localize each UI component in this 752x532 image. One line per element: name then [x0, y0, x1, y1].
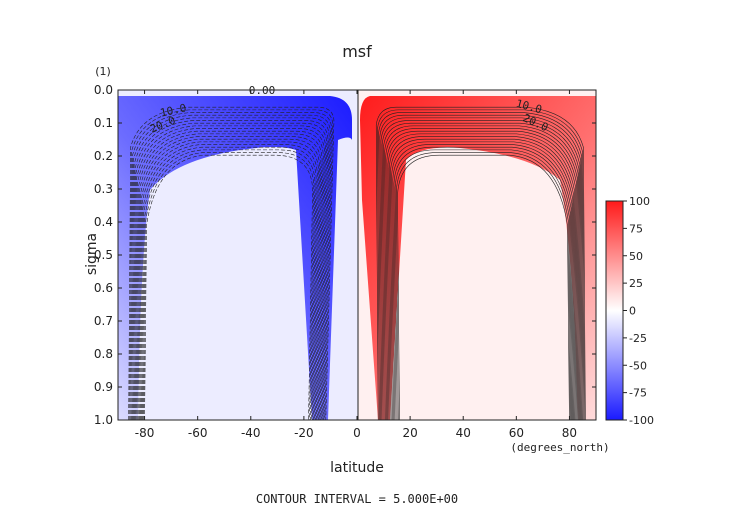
x-tick-label: -60: [188, 426, 208, 440]
contour-line: [143, 152, 314, 420]
contour-line: [128, 106, 335, 420]
contour-line: [394, 149, 572, 420]
y-tick-label: 0.8: [94, 347, 113, 361]
x-tick-label: -80: [135, 426, 155, 440]
contour-line: [130, 114, 331, 420]
contour-line: [138, 136, 322, 420]
contour-label-zero: 0.00: [249, 84, 276, 97]
y-tick-label: 0.1: [94, 116, 113, 130]
x-axis: -80 -60 -40 -20 0 20 40 60 80: [135, 90, 577, 440]
contour-line: [137, 133, 323, 420]
x-tick-label: 40: [456, 426, 471, 440]
contour-line: [380, 117, 583, 420]
y-tick-label: 0.5: [94, 248, 113, 262]
y-tick-label: 0.3: [94, 182, 113, 196]
colorbar-tick-label: -25: [629, 332, 647, 345]
southern-contours: [128, 106, 335, 420]
contour-line: [393, 146, 573, 420]
y-tick-label: 0.7: [94, 314, 113, 328]
contour-line: [377, 109, 585, 420]
contour-line: [387, 133, 577, 420]
contour-line: [140, 144, 318, 420]
y-axis: 0.0 0.1 0.2 0.3 0.4 0.5 0.6 0.7 0.8 0.9 1.0: [94, 83, 596, 427]
colorbar-tick-label: 25: [629, 277, 643, 290]
colorbar-tick-label: 0: [629, 305, 636, 318]
contour-line: [130, 112, 332, 420]
colorbar-tick-label: -50: [629, 359, 647, 372]
x-tick-label: 80: [562, 426, 577, 440]
contour-label-south-10: 10.0: [159, 101, 188, 119]
x-axis-label: latitude: [330, 460, 384, 476]
contour-line: [142, 149, 316, 420]
contour-line: [375, 106, 586, 420]
x-tick-label: 0: [353, 426, 361, 440]
contour-line: [381, 120, 582, 420]
y-tick-label: 0.0: [94, 83, 113, 97]
x-tick-label: -40: [241, 426, 261, 440]
colorbar-ticks: 100 75 50 25 0 -25 -50 -75 -100: [623, 195, 654, 427]
zero-contour: [356, 90, 359, 420]
contour-line: [133, 122, 328, 420]
y-tick-label: 0.4: [94, 215, 113, 229]
contour-line: [144, 154, 313, 420]
contour-line: [138, 138, 320, 420]
contour-line: [397, 154, 570, 420]
contour-line: [392, 144, 574, 420]
contour-line: [391, 141, 575, 420]
contour-line: [386, 130, 578, 420]
x-tick-label: 60: [509, 426, 524, 440]
x-tick-label: -20: [294, 426, 314, 440]
y-tick-label: 0.2: [94, 149, 113, 163]
y-axis-label: sigma: [84, 233, 100, 275]
contour-line: [132, 120, 329, 420]
contour-line: [384, 125, 580, 420]
contour-line: [135, 128, 325, 420]
contour-line: [139, 141, 319, 420]
colorbar-tick-label: 100: [629, 195, 650, 208]
x-axis-units: (degrees_north): [510, 441, 609, 454]
chart-title: msf: [342, 42, 372, 61]
colorbar-tick-label: 50: [629, 250, 643, 263]
contour-line: [385, 128, 579, 420]
contour-line: [131, 117, 330, 420]
colorbar-tick-label: 75: [629, 222, 643, 235]
x-tick-label: 20: [402, 426, 417, 440]
northern-contours: [375, 106, 586, 420]
colorbar-tick-label: -100: [629, 414, 654, 427]
y-axis-units: (1): [95, 65, 111, 78]
colorbar: 100 75 50 25 0 -25 -50 -75 -100: [605, 195, 654, 427]
contour-line: [129, 109, 334, 420]
y-tick-label: 0.9: [94, 380, 113, 394]
y-tick-label: 0.6: [94, 281, 113, 295]
northern-cell-fill: [360, 96, 596, 420]
contour-line: [383, 122, 581, 420]
contour-line: [388, 136, 576, 420]
colorbar-gradient: [605, 200, 624, 421]
plot-area: [118, 90, 596, 420]
contour-line: [378, 112, 584, 420]
colorbar-tick-label: -75: [629, 387, 647, 400]
contour-line: [134, 125, 326, 420]
contour-interval-text: CONTOUR INTERVAL = 5.000E+00: [256, 492, 458, 506]
contour-line: [136, 130, 324, 420]
contour-line: [396, 152, 571, 420]
contour-line: [390, 138, 576, 420]
contour-line: [379, 114, 584, 420]
contour-line: [141, 146, 317, 420]
y-tick-label: 1.0: [94, 413, 113, 427]
southern-cell-fill: [118, 96, 352, 420]
